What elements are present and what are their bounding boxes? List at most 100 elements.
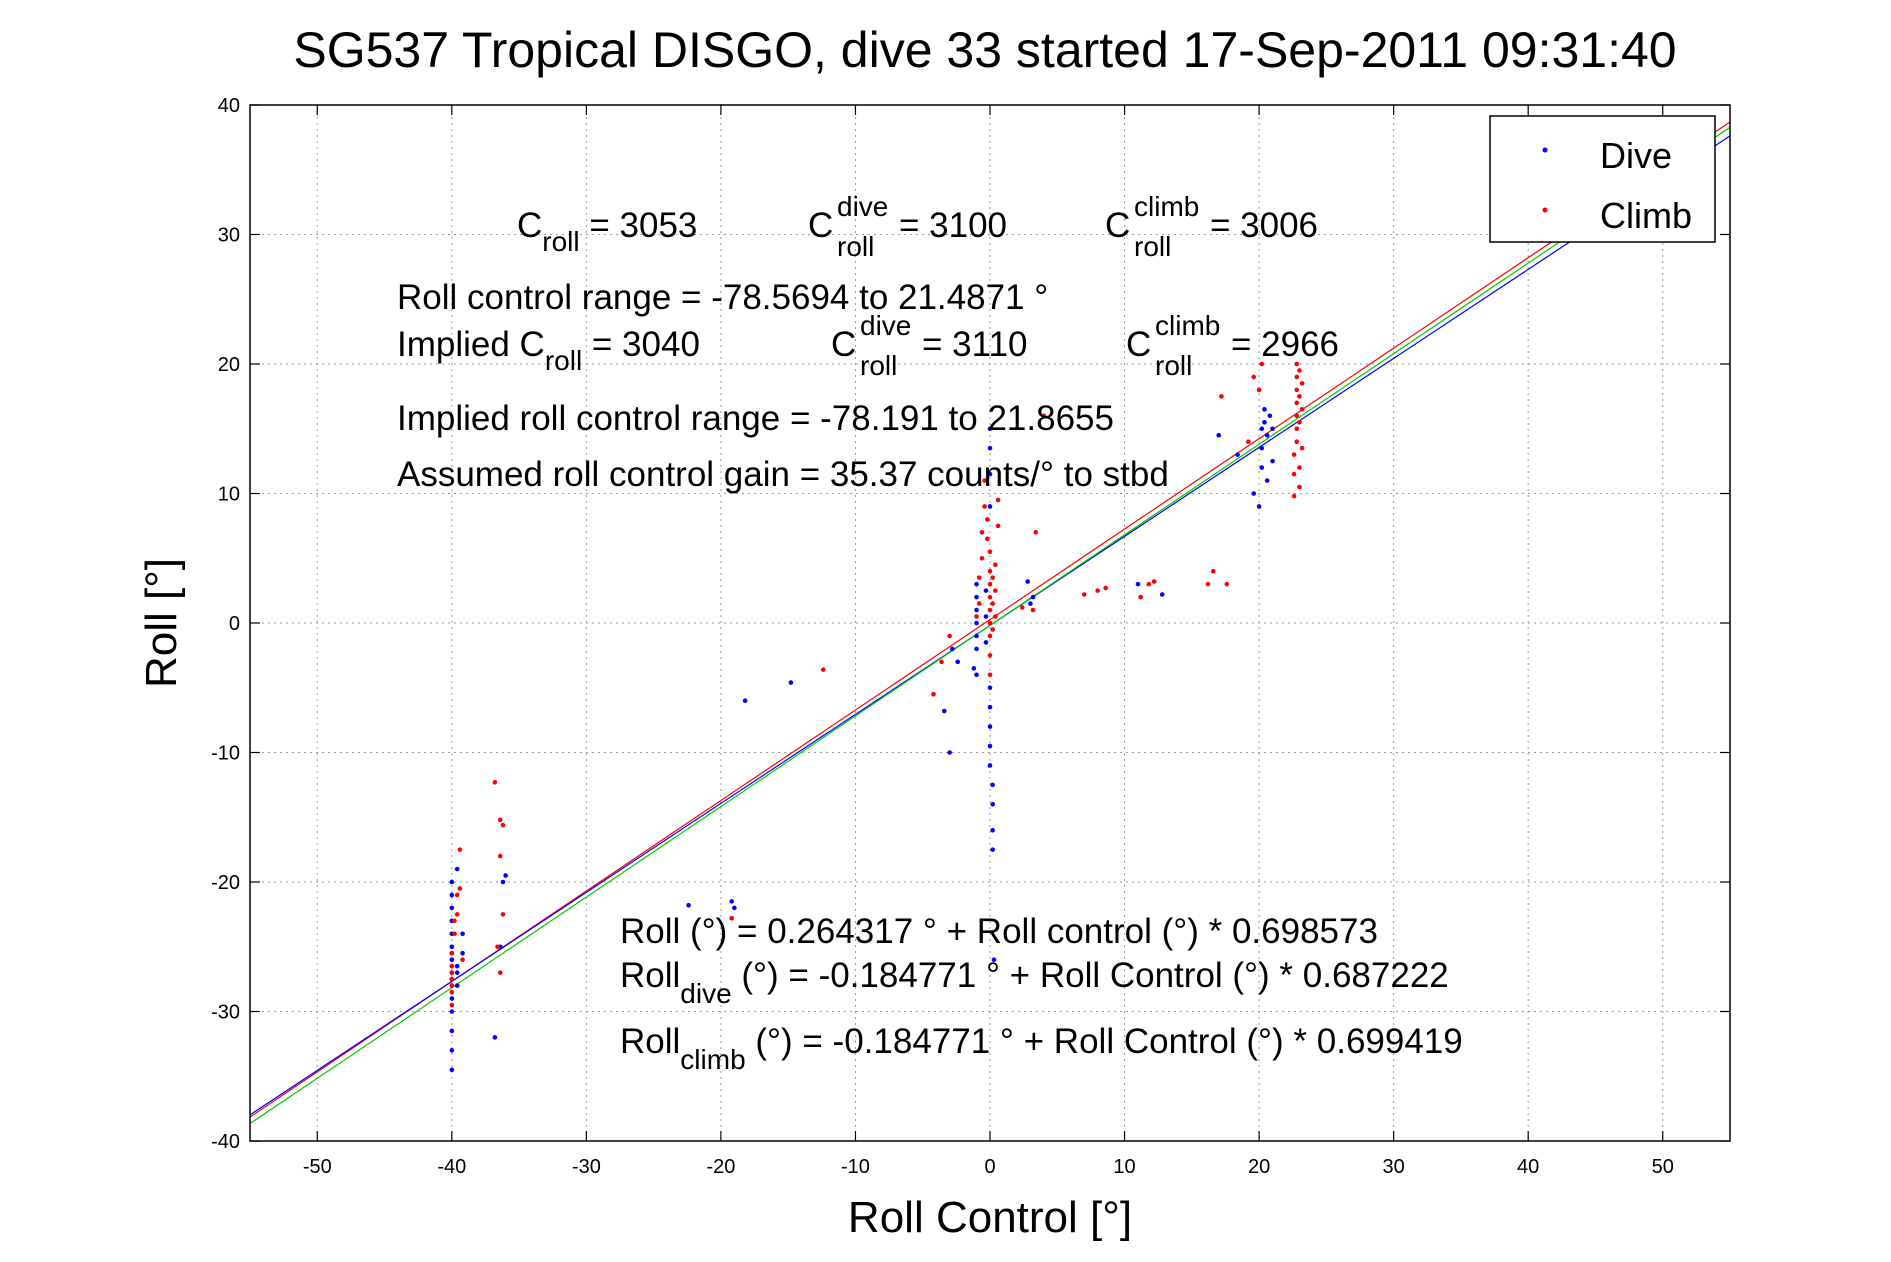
dive-point bbox=[500, 879, 506, 885]
dive-point bbox=[987, 704, 993, 710]
climb-point bbox=[1041, 413, 1047, 419]
dive-point bbox=[987, 763, 993, 768]
dive-point bbox=[987, 426, 993, 432]
x-tick-label: -30 bbox=[572, 1156, 601, 1178]
climb-point bbox=[1294, 361, 1300, 367]
climb-point bbox=[976, 601, 982, 606]
climb-point bbox=[497, 970, 503, 975]
dive-point bbox=[1270, 426, 1275, 432]
climb-point bbox=[987, 594, 993, 600]
legend-box bbox=[1489, 115, 1716, 243]
climb-point bbox=[492, 779, 498, 785]
climb-point bbox=[1246, 439, 1251, 445]
dive-point bbox=[449, 892, 455, 898]
annotation-roll-control-range: Roll control range = -78.5694 to 21.4871… bbox=[397, 278, 1048, 317]
climb-point bbox=[974, 614, 979, 619]
dive-point bbox=[1251, 491, 1257, 496]
fit-lines bbox=[249, 121, 1731, 1125]
climb-point bbox=[987, 568, 993, 574]
climb-point bbox=[495, 944, 500, 950]
annotation-implied-c-roll: Implied Croll = 3040 bbox=[397, 325, 700, 376]
climb-point bbox=[1297, 394, 1302, 399]
dive-point bbox=[1135, 581, 1141, 587]
y-tick-label: -20 bbox=[211, 872, 240, 894]
x-tick-label: 20 bbox=[1248, 1156, 1270, 1178]
climb-point bbox=[1081, 592, 1087, 597]
climb-point bbox=[982, 478, 987, 483]
dive-point bbox=[1259, 426, 1265, 432]
climb-point bbox=[985, 517, 990, 522]
dive-point bbox=[983, 588, 989, 593]
legend: Dive Climb bbox=[1489, 115, 1716, 243]
dive-point bbox=[971, 666, 977, 671]
x-tick-label: -40 bbox=[437, 1156, 466, 1178]
climb-point bbox=[497, 817, 503, 823]
climb-point bbox=[449, 976, 455, 982]
climb-point bbox=[990, 575, 995, 580]
climb-point bbox=[987, 633, 993, 639]
dive-point bbox=[449, 879, 455, 885]
dive-point bbox=[941, 708, 947, 714]
climb-point bbox=[449, 1002, 455, 1008]
dive-point bbox=[1025, 579, 1030, 584]
climb-point bbox=[987, 620, 993, 626]
climb-point bbox=[452, 918, 457, 924]
dive-point bbox=[1030, 594, 1036, 600]
dive-point bbox=[449, 944, 455, 950]
y-tick-label: -10 bbox=[211, 743, 240, 765]
climb-point bbox=[500, 822, 506, 828]
dive-point bbox=[990, 782, 995, 788]
y-tick-label: -40 bbox=[211, 1131, 240, 1153]
dive-point bbox=[729, 899, 734, 904]
dive-point bbox=[1264, 432, 1270, 438]
dive-point bbox=[991, 957, 997, 962]
climb-point bbox=[976, 575, 982, 580]
dive-point bbox=[1264, 478, 1270, 483]
climb-point bbox=[1103, 585, 1109, 591]
dive-point bbox=[987, 743, 993, 749]
x-axis-label: Roll Control [°] bbox=[848, 1193, 1132, 1242]
climb-point bbox=[1219, 394, 1224, 399]
x-tick-label: 0 bbox=[984, 1156, 995, 1178]
climb-point bbox=[1294, 400, 1300, 406]
dive-point bbox=[1262, 419, 1267, 425]
dive-point bbox=[983, 614, 989, 619]
climb-point bbox=[460, 957, 465, 962]
dive-point bbox=[1159, 592, 1165, 597]
y-tick-label: 20 bbox=[218, 354, 240, 376]
dive-point bbox=[1216, 432, 1222, 438]
fit-line-2 bbox=[249, 126, 1731, 1125]
dive-point bbox=[1259, 465, 1265, 470]
dive-point bbox=[1256, 504, 1262, 509]
y-tick-label: 0 bbox=[229, 613, 240, 635]
dive-point bbox=[454, 866, 460, 872]
dive-point bbox=[449, 957, 455, 962]
annotation-fit-dive: Rolldive (°) = -0.184771 ° + Roll Contro… bbox=[620, 956, 1449, 1009]
annotation-c-roll-dive: C dive roll = 3100 bbox=[808, 185, 1007, 264]
annotation-assumed-gain: Assumed roll control gain = 35.37 counts… bbox=[397, 455, 1169, 494]
climb-point bbox=[979, 555, 985, 561]
x-tick-label: -10 bbox=[841, 1156, 870, 1178]
legend-marker-climb bbox=[1542, 207, 1548, 213]
climb-point bbox=[1251, 374, 1257, 380]
climb-point bbox=[1294, 387, 1300, 393]
dive-point bbox=[987, 471, 993, 477]
dive-point bbox=[454, 970, 460, 975]
dive-point bbox=[1235, 452, 1240, 457]
annotation-fit-climb: Rollclimb (°) = -0.184771 ° + Roll Contr… bbox=[620, 1022, 1463, 1075]
climb-point bbox=[1256, 387, 1262, 393]
dive-point bbox=[449, 996, 455, 1001]
climb-point bbox=[1297, 465, 1302, 470]
climb-point bbox=[1291, 471, 1297, 477]
dive-point bbox=[1267, 413, 1273, 419]
climb-point bbox=[1211, 568, 1216, 574]
legend-marker-dive bbox=[1542, 147, 1548, 153]
climb-point bbox=[987, 653, 993, 658]
climb-point bbox=[457, 886, 463, 891]
y-tick-label: 40 bbox=[218, 95, 240, 117]
dive-point bbox=[974, 620, 979, 626]
climb-point bbox=[987, 581, 993, 587]
x-tick-label: -20 bbox=[706, 1156, 735, 1178]
dive-point bbox=[492, 1035, 498, 1040]
dive-point bbox=[788, 680, 794, 685]
